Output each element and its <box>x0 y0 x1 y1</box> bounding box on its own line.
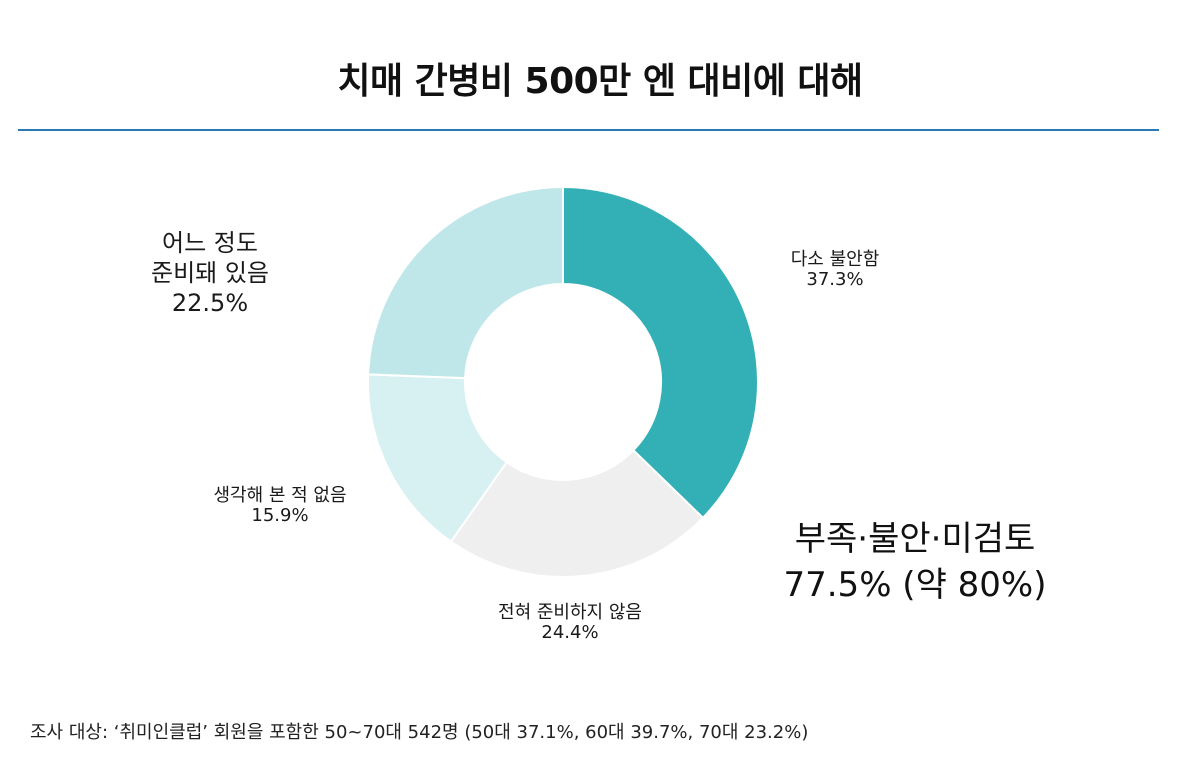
slice-value: 15.9% <box>251 505 309 526</box>
slice-not-prepared <box>367 185 564 380</box>
slice-value: 22.5% <box>171 289 249 317</box>
summary-value: 77.5% (약 80%) <box>783 565 1047 605</box>
slice-name: 전혀 준비하지 않음 <box>498 602 642 623</box>
slice-name: 생각해 본 적 없음 <box>213 485 347 506</box>
slice-name: 어느 정도 준비돼 있음 <box>150 229 270 287</box>
summary-annotation: 부족·불안·미검토 77.5% (약 80%) <box>735 516 1095 608</box>
survey-footnote: 조사 대상: ‘취미인클럽’ 회원을 포함한 50~70대 542명 (50대 … <box>30 722 809 743</box>
title-divider <box>18 129 1159 131</box>
summary-label: 부족·불안·미검토 <box>794 519 1036 559</box>
slice-value: 37.3% <box>806 269 864 290</box>
slice-never-considered <box>367 373 509 544</box>
slice-name: 다소 불안함 <box>790 249 880 270</box>
slice-value: 24.4% <box>541 622 599 643</box>
slice-prepared <box>449 448 705 578</box>
slice-label-prepared: 어느 정도 준비돼 있음 22.5% <box>110 228 310 318</box>
chart-title: 치매 간병비 500만 엔 대비에 대해 <box>337 61 863 102</box>
slice-worried <box>562 185 759 520</box>
slice-label-not-prepared: 전혀 준비하지 않음 24.4% <box>455 603 685 643</box>
slice-label-worried: 다소 불안함 37.3% <box>760 250 910 290</box>
slice-label-never-considered: 생각해 본 적 없음 15.9% <box>180 486 380 526</box>
